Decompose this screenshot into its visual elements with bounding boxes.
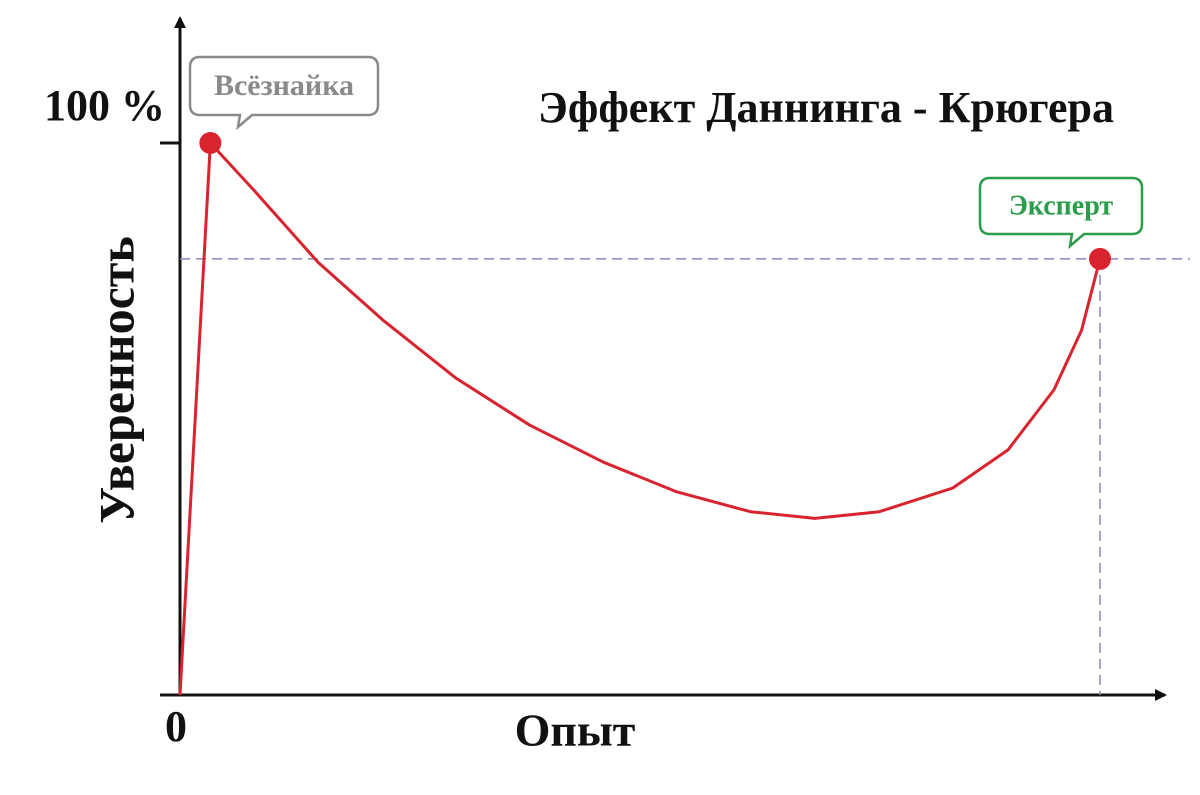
point: [1089, 247, 1111, 270]
y-tick-label: 100 %: [44, 81, 165, 130]
point: [199, 132, 222, 154]
curve: [178, 141, 1102, 696]
chart-title: Эффект Даннинга - Крюгера: [538, 83, 1114, 132]
callout-label: Всёзнайка: [214, 69, 354, 102]
y-tick-label: 0: [165, 702, 187, 751]
callout-label: Эксперт: [1009, 190, 1114, 221]
callout-box: [188, 55, 380, 131]
x-axis-label: Опыт: [515, 705, 636, 756]
y-axis-label: Уверенность: [88, 236, 144, 524]
callout-box: [978, 176, 1144, 250]
